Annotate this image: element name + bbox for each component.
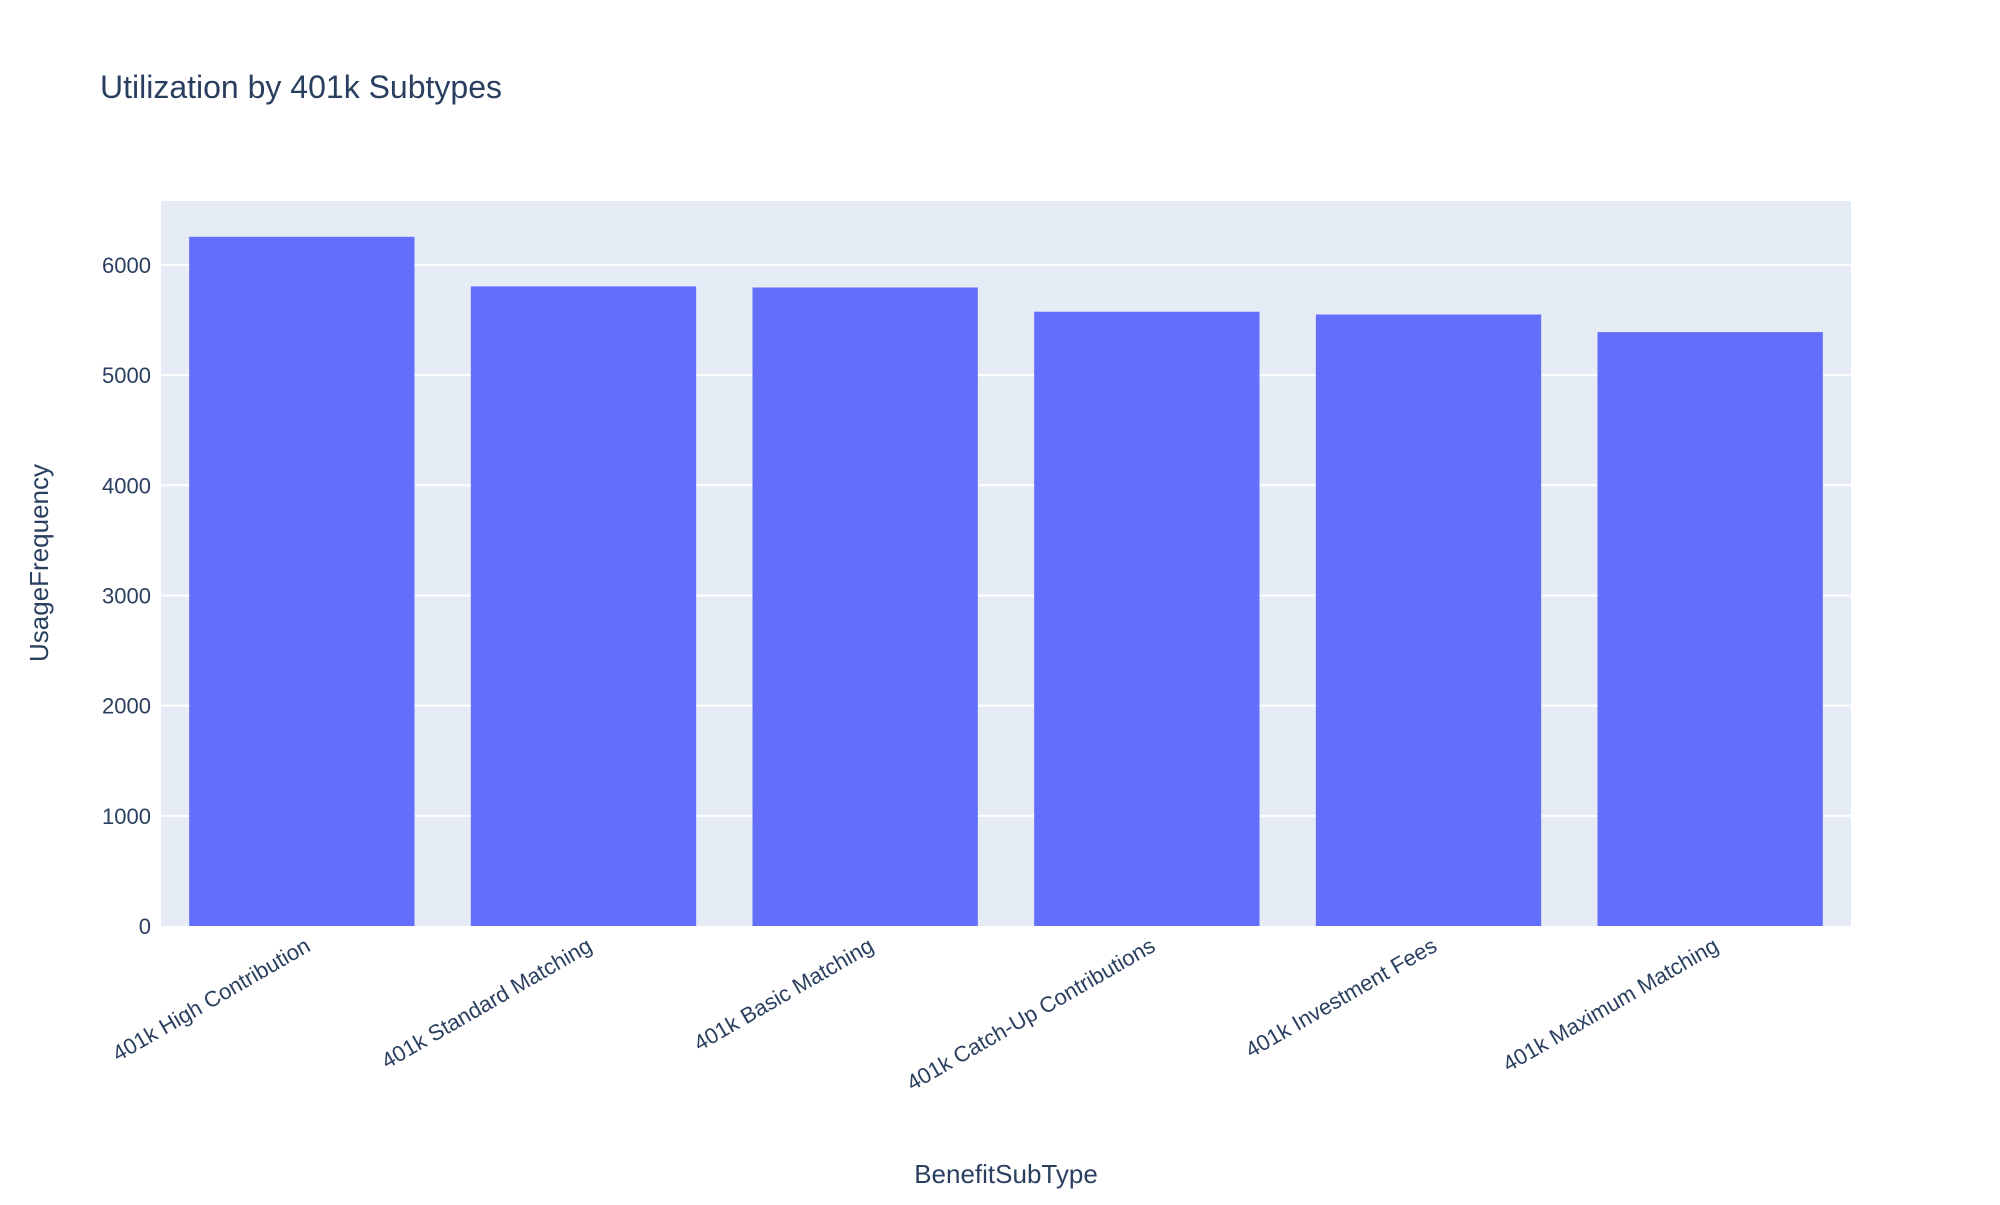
bar[interactable] — [1034, 311, 1260, 926]
y-tick-label: 1000 — [102, 804, 151, 829]
y-axis-title: UsageFrequency — [24, 464, 54, 662]
bar[interactable] — [470, 286, 697, 926]
y-tick-label: 6000 — [102, 253, 151, 278]
x-tick-label: 401k High Contribution — [108, 933, 314, 1067]
bar[interactable] — [1597, 332, 1823, 926]
x-tick-label: 401k Catch-Up Contributions — [902, 933, 1159, 1096]
y-tick-label: 3000 — [102, 583, 151, 608]
chart-title: Utilization by 401k Subtypes — [100, 69, 502, 105]
x-tick-label: 401k Basic Matching — [689, 933, 877, 1056]
bar-series — [189, 236, 1823, 926]
x-tick-label: 401k Maximum Matching — [1498, 933, 1722, 1077]
y-tick-label: 4000 — [102, 473, 151, 498]
y-tick-label: 0 — [139, 914, 151, 939]
bar[interactable] — [1315, 314, 1542, 926]
x-tick-label: 401k Investment Fees — [1241, 933, 1441, 1063]
x-tick-labels: 401k High Contribution 401k Standard Matc… — [108, 933, 1723, 1096]
gridlines — [161, 263, 1851, 817]
bar[interactable] — [752, 287, 978, 926]
y-tick-label: 5000 — [102, 363, 151, 388]
x-tick-label: 401k Standard Matching — [377, 933, 596, 1074]
y-tick-label: 2000 — [102, 694, 151, 719]
plot-background — [161, 201, 1851, 926]
y-tick-labels: 0 1000 2000 3000 4000 5000 6000 — [102, 253, 151, 939]
x-axis-title: BenefitSubType — [914, 1159, 1098, 1189]
bar[interactable] — [189, 236, 415, 926]
